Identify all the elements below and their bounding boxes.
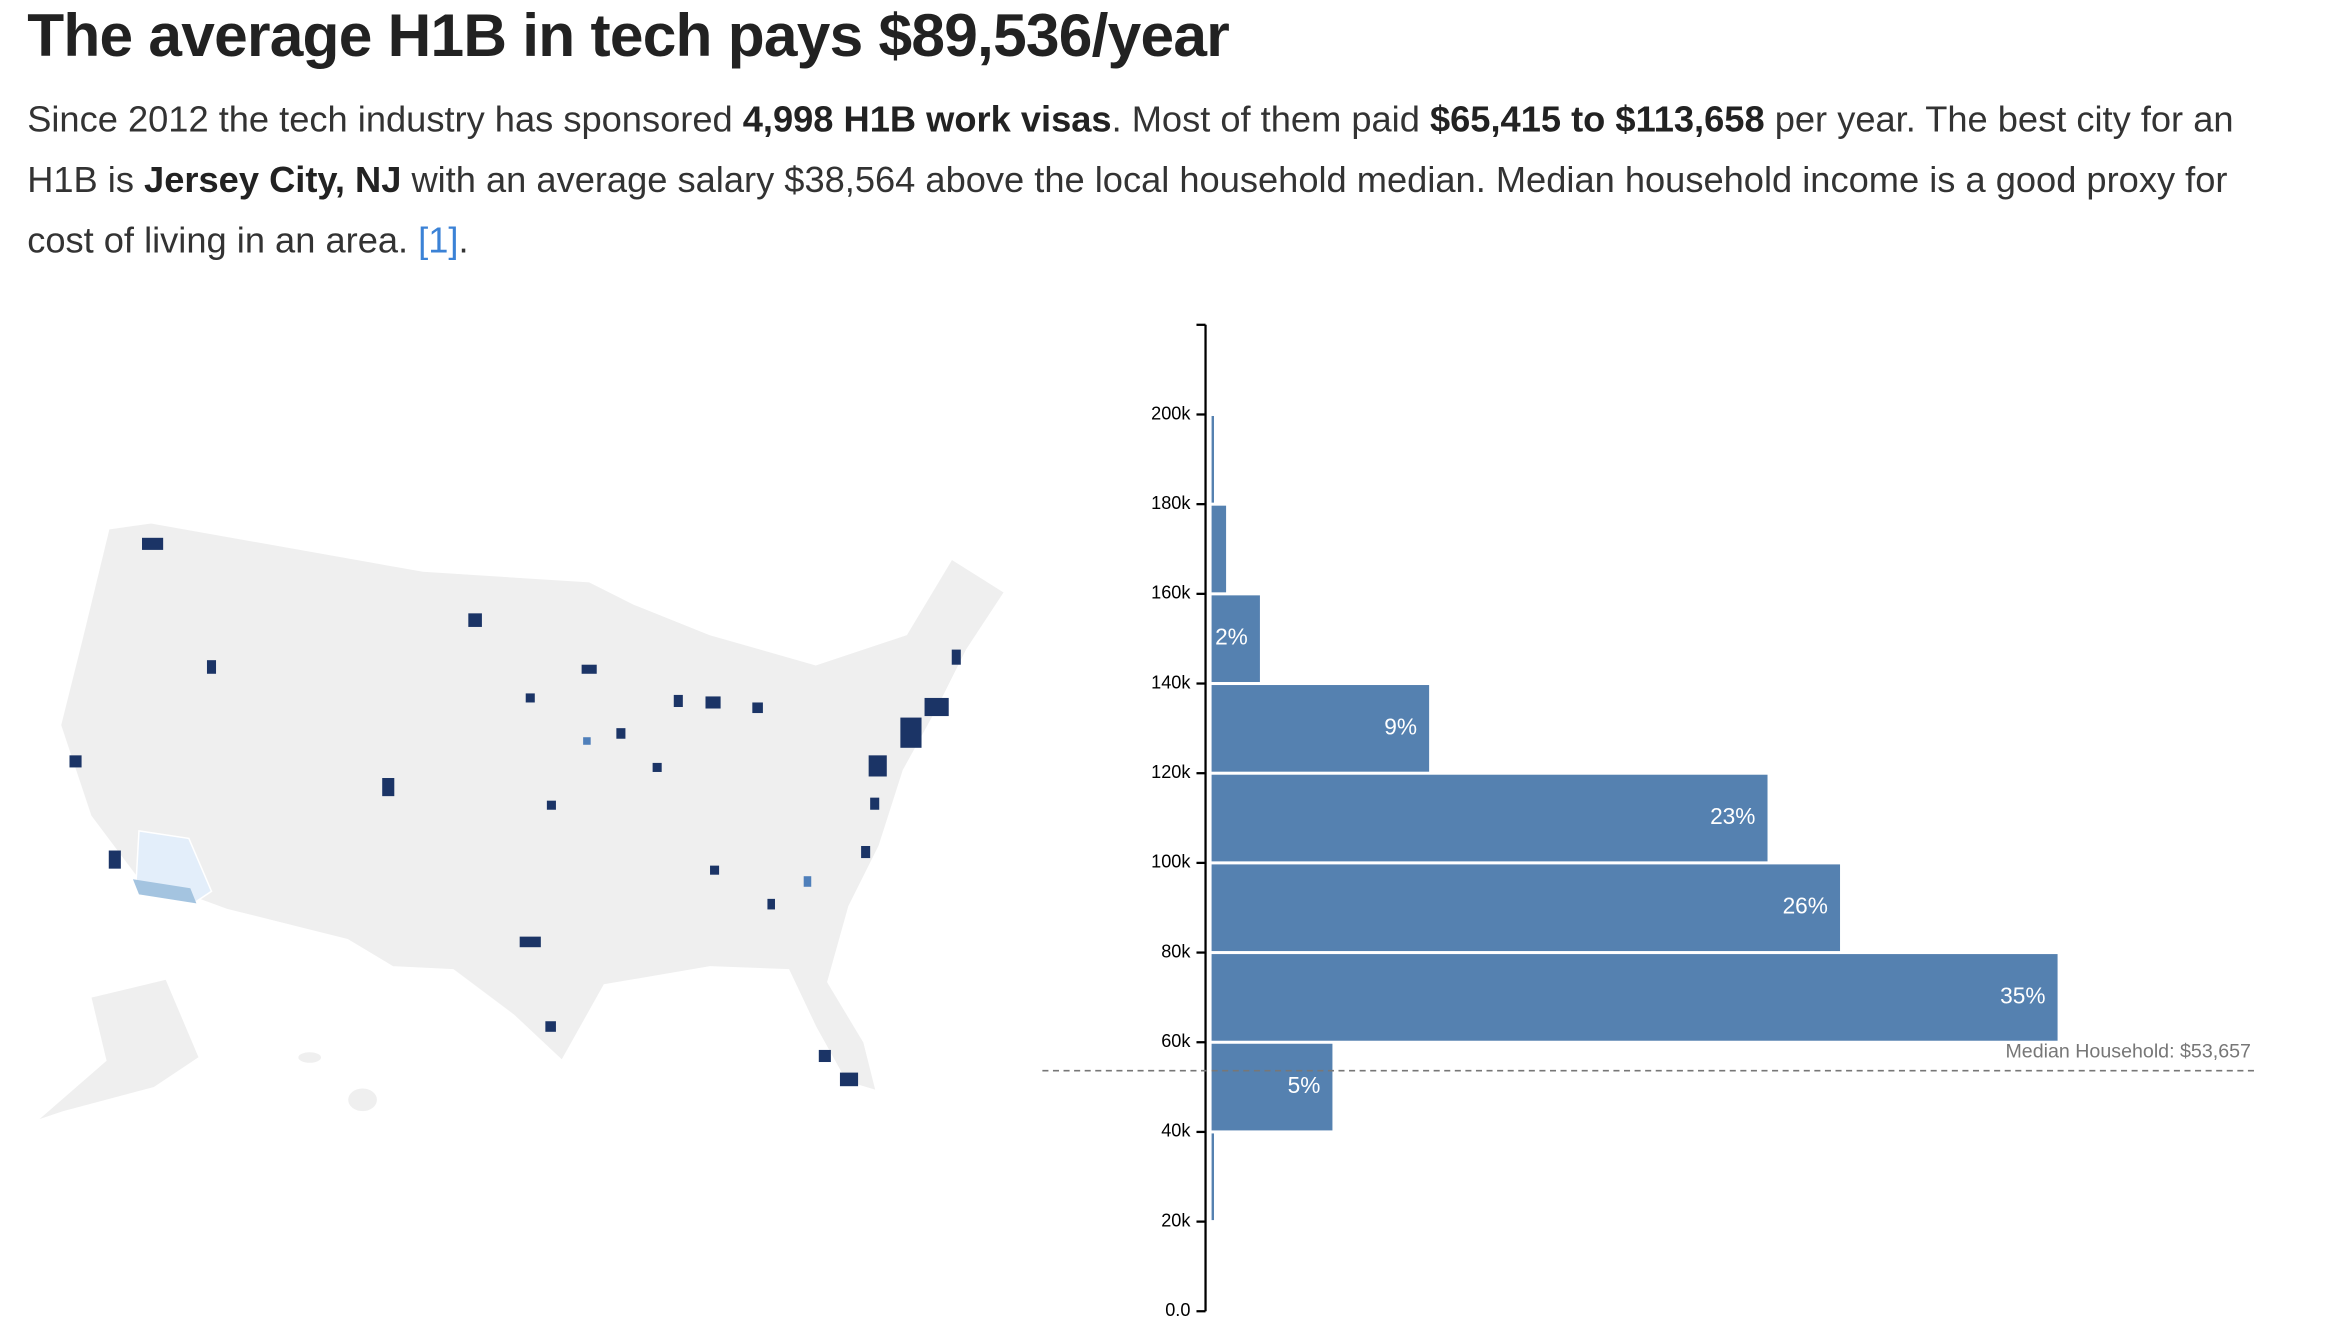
value-label: 26% (1783, 893, 1828, 919)
map-city (546, 800, 556, 810)
bar (1211, 774, 1768, 862)
map-city (839, 1072, 859, 1087)
y-tick-label: 160k (1151, 583, 1191, 603)
y-tick-label: 120k (1151, 762, 1191, 782)
intro-bold: $65,415 to $113,658 (1429, 99, 1765, 141)
bar (1211, 415, 1214, 503)
map-city (951, 649, 961, 665)
map-city (803, 876, 812, 887)
map-city (382, 778, 395, 797)
y-tick-label: 140k (1151, 672, 1191, 692)
intro-text: . (458, 220, 469, 262)
y-tick-label: 200k (1151, 403, 1191, 423)
map-city (710, 865, 720, 875)
map-hawaii (346, 1086, 379, 1113)
y-tick-label: 40k (1161, 1121, 1191, 1141)
intro-text: . Most of them paid (1111, 99, 1430, 141)
y-tick-label: 20k (1161, 1210, 1191, 1230)
map-city (818, 1049, 831, 1063)
map-city (206, 660, 217, 674)
map-city (652, 762, 662, 772)
map-city (673, 694, 683, 708)
intro-text: with an average salary $38,564 above the… (27, 160, 2228, 262)
map-city (108, 850, 121, 869)
map-city (861, 845, 871, 859)
y-tick-label: 100k (1151, 852, 1191, 872)
map-city (519, 936, 541, 948)
map-city (545, 1021, 556, 1032)
map-lower48 (59, 521, 1006, 1092)
us-map (35, 521, 1006, 1122)
bar (1211, 1133, 1214, 1221)
page-title: The average H1B in tech pays $89,536/yea… (27, 3, 1230, 70)
value-label: 5% (1288, 1072, 1321, 1098)
value-label: 2% (1215, 624, 1248, 650)
median-label: Median Household: $53,657 (2005, 1041, 2250, 1063)
map-city (900, 717, 922, 748)
bar (1211, 864, 1841, 952)
y-tick-label: 80k (1161, 941, 1191, 961)
map-city (69, 755, 82, 768)
intro-text: per year. The best city for an H1B is (27, 99, 2234, 201)
map-region (132, 879, 197, 904)
map-city (142, 537, 164, 550)
map-city (616, 728, 626, 739)
intro-bold: 4,998 H1B work visas (742, 99, 1112, 141)
map-alaska (35, 978, 201, 1122)
map-cities (69, 537, 961, 1087)
map-city (767, 898, 775, 910)
value-label: 9% (1384, 713, 1417, 739)
map-city (525, 693, 535, 703)
bar (1211, 1043, 1333, 1131)
y-tick-label: 0.0 (1165, 1300, 1190, 1320)
map-city (870, 797, 880, 810)
bar (1211, 685, 1430, 772)
value-label: 23% (1710, 803, 1755, 829)
map-city (752, 702, 763, 714)
bar (1211, 954, 2058, 1041)
map-hawaii (296, 1050, 323, 1065)
intro: Since 2012 the tech industry has sponsor… (27, 91, 2293, 272)
intro-text: Since 2012 the tech industry has sponsor… (27, 99, 743, 141)
y-tick-label: 180k (1151, 493, 1191, 513)
map-city (705, 696, 721, 709)
reference-link[interactable]: [1] (418, 220, 459, 262)
map-city (581, 664, 597, 674)
intro-bold: Jersey City, NJ (144, 160, 402, 201)
y-tick-label: 60k (1161, 1031, 1191, 1051)
bar (1211, 595, 1260, 683)
map-city (924, 697, 949, 717)
bar (1211, 505, 1227, 593)
map-city (868, 755, 887, 777)
value-label: 35% (2000, 982, 2045, 1008)
map-city (468, 613, 482, 627)
map-city (583, 737, 591, 745)
